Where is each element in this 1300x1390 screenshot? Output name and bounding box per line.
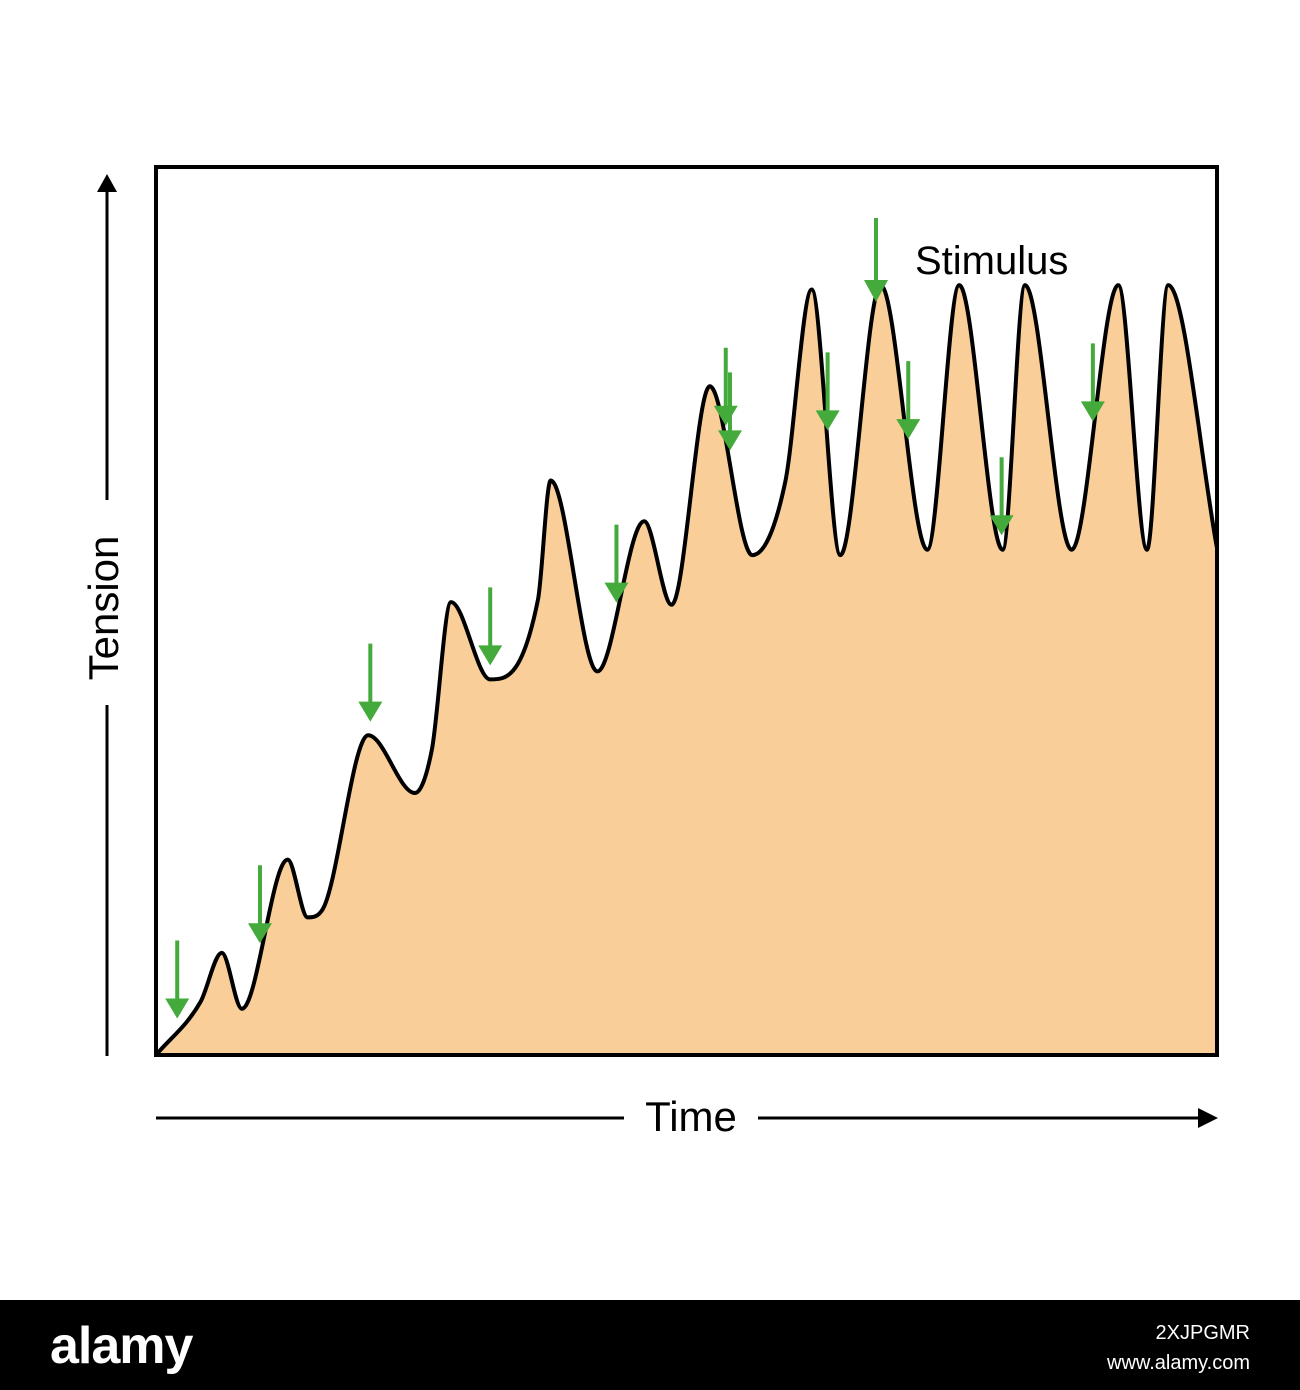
stimulus-arrowhead xyxy=(896,419,921,440)
stimulus-arrow xyxy=(1080,343,1105,422)
stimulus-arrow xyxy=(989,457,1014,536)
watermark-logo: alamy xyxy=(50,1317,193,1375)
site-url: www.alamy.com xyxy=(1107,1352,1250,1374)
legend-label: Stimulus xyxy=(915,239,1068,283)
watermark-id: 2XJPGMR www.alamy.com xyxy=(1107,1318,1250,1378)
stimulus-arrow xyxy=(896,361,921,440)
stimulus-arrowhead xyxy=(604,582,629,603)
stimulus-arrowhead xyxy=(718,430,743,451)
stimulus-arrowhead xyxy=(989,515,1014,536)
stimulus-arrowhead xyxy=(247,923,272,944)
stimulus-arrowhead xyxy=(358,701,383,722)
tension-curve xyxy=(156,283,1217,1055)
stimulus-arrow xyxy=(478,587,503,666)
tension-area-fill xyxy=(156,285,1217,1055)
legend-stimulus-arrowhead xyxy=(864,280,888,302)
x-axis-label: Time xyxy=(645,1093,737,1140)
stimulus-arrowhead xyxy=(165,998,190,1019)
stimulus-arrowhead xyxy=(815,410,840,431)
stimulus-arrows xyxy=(165,343,1105,1019)
stimulus-arrowhead xyxy=(1080,401,1105,422)
stimulus-arrow xyxy=(358,643,383,722)
tension-time-chart: Tension Time Stimulus xyxy=(80,165,1219,1140)
plot-frame xyxy=(154,165,1219,1057)
plot-area xyxy=(156,283,1217,1055)
legend: Stimulus xyxy=(864,218,1068,302)
stimulus-arrow xyxy=(718,372,743,451)
stimulus-arrowhead xyxy=(478,645,503,666)
stimulus-arrow xyxy=(247,865,272,944)
x-axis-arrowhead xyxy=(1198,1108,1218,1128)
watermark-footer: alamy 2XJPGMR www.alamy.com xyxy=(0,1300,1300,1390)
stimulus-arrow xyxy=(815,352,840,431)
stimulus-arrow xyxy=(165,940,190,1019)
image-id: 2XJPGMR xyxy=(1155,1322,1250,1344)
y-axis-label: Tension xyxy=(80,536,127,681)
stimulus-arrow xyxy=(604,524,629,603)
y-axis-arrowhead xyxy=(97,174,117,192)
